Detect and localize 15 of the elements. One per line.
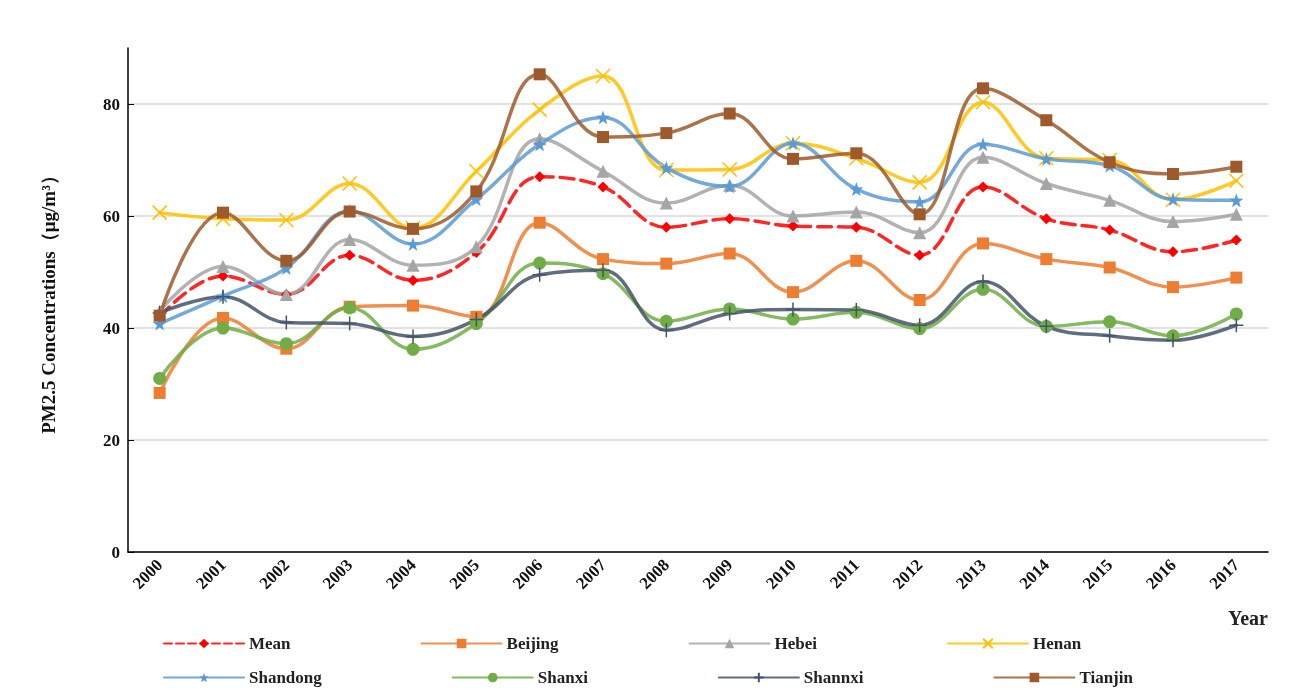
legend-label: Shannxi [803, 668, 864, 687]
legend-label: Henan [1032, 634, 1082, 653]
y-tick-label: 20 [103, 430, 120, 450]
legend-label: Hebei [774, 634, 818, 653]
legend-label: Shandong [249, 668, 323, 687]
y-tick-label: 40 [103, 318, 120, 338]
legend-label: Tianjin [1079, 668, 1134, 687]
y-tick-label: 0 [111, 542, 120, 562]
legend-label: Mean [249, 634, 292, 653]
y-axis-title: PM2.5 Concentrations（μg/m³） [38, 166, 59, 434]
y-tick-label: 60 [103, 206, 120, 226]
legend-label: Shanxi [537, 668, 589, 687]
x-axis-title: Year [1228, 607, 1269, 629]
legend-label: Beijing [506, 634, 559, 653]
y-tick-label: 80 [103, 94, 120, 114]
